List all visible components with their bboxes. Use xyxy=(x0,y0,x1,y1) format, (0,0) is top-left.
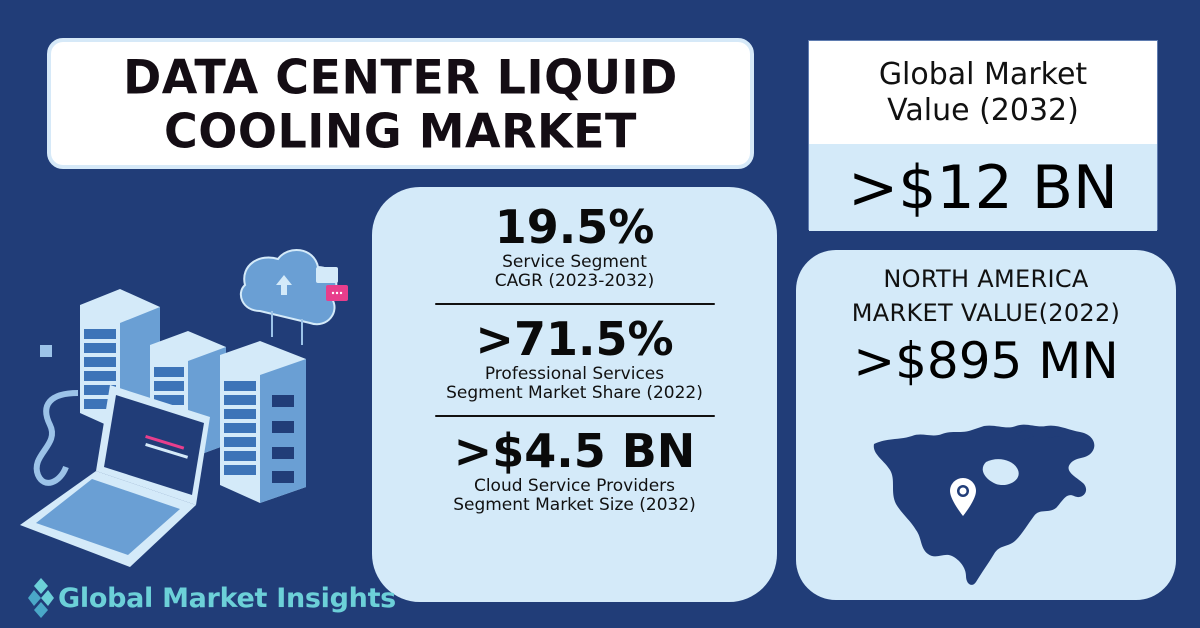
na-label-line-1: NORTH AMERICA xyxy=(883,265,1089,293)
divider xyxy=(434,303,715,305)
location-pin-icon xyxy=(950,478,976,516)
cloud-upload-icon xyxy=(240,249,338,345)
stat-cloud-providers-size: >$4.5 BN Cloud Service Providers Segment… xyxy=(453,425,696,515)
global-market-label-line-2: Value (2032) xyxy=(887,92,1079,128)
title-banner: DATA CENTER LIQUID COOLING MARKET xyxy=(47,38,754,169)
north-america-map-icon xyxy=(873,424,1095,585)
laptop-icon xyxy=(20,385,210,567)
stat-service-cagr: 19.5% Service Segment CAGR (2023-2032) xyxy=(495,201,655,291)
stat-label-line-2: Segment Market Size (2032) xyxy=(453,495,696,515)
stat-value: >$4.5 BN xyxy=(453,424,696,478)
global-market-label-line-1: Global Market xyxy=(878,56,1088,92)
stat-label-line-1: Service Segment xyxy=(502,252,647,272)
segment-stats-panel: 19.5% Service Segment CAGR (2023-2032) >… xyxy=(372,187,777,602)
title-line-2: COOLING MARKET xyxy=(164,102,637,159)
title-line-1: DATA CENTER LIQUID xyxy=(123,48,678,105)
stat-label-line-2: CAGR (2023-2032) xyxy=(494,271,655,291)
server-rack-icon xyxy=(220,341,306,503)
data-center-illustration xyxy=(20,249,348,567)
stat-value: 19.5% xyxy=(494,200,655,254)
diamond-logo-icon xyxy=(28,578,54,618)
na-label-line-2: MARKET VALUE(2022) xyxy=(851,299,1121,327)
brand-name: Global Market Insights xyxy=(58,582,396,614)
global-market-value: >$12 BN xyxy=(809,144,1157,231)
global-market-value-card: Global Market Value (2032) >$12 BN xyxy=(808,40,1158,231)
north-america-card: NORTH AMERICA MARKET VALUE(2022) >$895 M… xyxy=(796,250,1176,600)
stat-professional-services-share: >71.5% Professional Services Segment Mar… xyxy=(446,313,703,403)
stat-label-line-1: Cloud Service Providers xyxy=(473,476,676,496)
brand-logo: Global Market Insights xyxy=(28,578,396,618)
global-market-label: Global Market Value (2032) xyxy=(809,41,1157,144)
stat-value: >71.5% xyxy=(475,312,674,366)
na-value: >$895 MN xyxy=(853,332,1119,390)
stat-label-line-1: Professional Services xyxy=(484,364,665,384)
chat-bubble-icon xyxy=(316,267,348,301)
divider xyxy=(434,415,715,417)
stat-label-line-2: Segment Market Share (2022) xyxy=(446,383,703,403)
